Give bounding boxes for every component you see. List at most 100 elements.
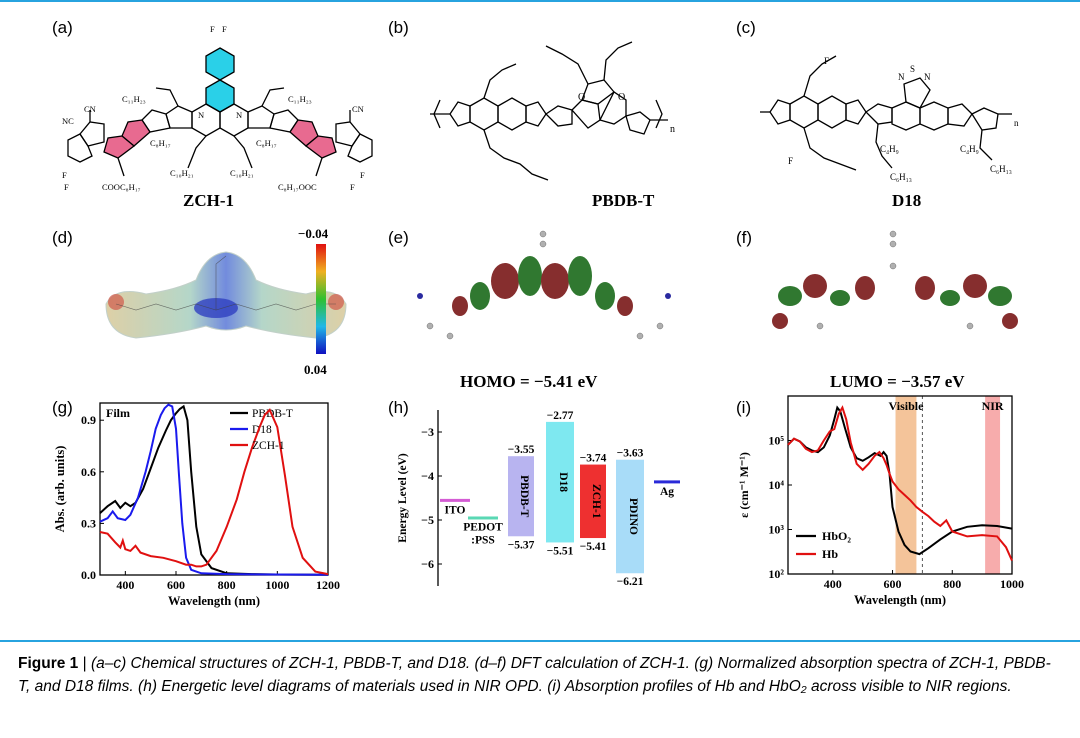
level-top-value: −3.55 (508, 444, 535, 456)
caption-rule (0, 640, 1080, 642)
pbdbt-structure: O O n (430, 41, 675, 181)
esp-surface (105, 251, 347, 339)
series-line-ZCH-1 (99, 408, 329, 576)
legend-label: Hb (822, 547, 838, 561)
caption-text: (a–c) Chemical structures of ZCH-1, PBDB… (18, 655, 1051, 695)
svg-text:C₈H₁₇OOC: C₈H₁₇OOC (278, 182, 317, 192)
level-PEDOTPSS (468, 516, 498, 520)
legend-label: HbO₂ (822, 529, 851, 543)
y-tick-label: 0.6 (81, 465, 96, 479)
x-tick-label: 1000 (1000, 577, 1024, 591)
zch1-name: ZCH-1 (183, 191, 234, 210)
svg-text:F: F (350, 182, 355, 192)
level-name: :PSS (471, 535, 495, 547)
level-name: ITO (445, 505, 466, 517)
svg-text:C₄H₉: C₄H₉ (960, 144, 979, 154)
svg-text:N: N (198, 110, 204, 120)
panel-b-label: (b) (388, 18, 409, 37)
panel-i-label: (i) (736, 398, 752, 417)
svg-text:C₁₁H₂₃: C₁₁H₂₃ (288, 94, 312, 104)
level-bottom-value: −5.37 (508, 539, 535, 551)
svg-text:CN: CN (352, 104, 364, 114)
svg-text:F: F (64, 182, 69, 192)
y-tick-label: −3 (421, 425, 434, 439)
pbdbt-name: PBDB-T (592, 191, 655, 210)
svg-text:C₁₀H₂₁: C₁₀H₂₁ (230, 168, 254, 178)
level-name: PEDOT (463, 522, 503, 534)
svg-text:F: F (62, 170, 67, 180)
y-tick-label: 10⁴ (768, 478, 784, 492)
homo-label: HOMO = −5.41 eV (460, 372, 598, 391)
svg-text:C₁₀H₂₁: C₁₀H₂₁ (170, 168, 194, 178)
series-line-1 (787, 405, 1013, 562)
colorbar (316, 244, 326, 354)
top-rule (0, 0, 1080, 2)
svg-text:n: n (1014, 118, 1019, 128)
plot-frame (99, 402, 329, 576)
level-name: Ag (660, 486, 674, 498)
svg-text:n: n (670, 124, 675, 135)
svg-text:C₆H₁₃: C₆H₁₃ (990, 164, 1012, 174)
level-top-value: −3.74 (580, 453, 607, 465)
svg-text:F: F (222, 24, 227, 34)
y-tick-label: 0.0 (81, 568, 96, 582)
y-tick-label: 10² (768, 567, 784, 581)
x-tick-label: 600 (167, 578, 185, 592)
level-ITO (440, 498, 470, 502)
legend-label: D18 (252, 424, 272, 436)
x-axis-label: Wavelength (nm) (854, 593, 946, 607)
svg-text:C₄H₉: C₄H₉ (880, 144, 899, 154)
level-Ag (654, 480, 680, 484)
d18-structure: SN N F F C₄H₉ C₆H₁₃ C₄H₉ C₆H₁₃ n (760, 55, 1019, 182)
band-Visible (895, 396, 917, 574)
chart-title: Film (106, 406, 130, 420)
figure-caption: Figure 1 | (a–c) Chemical structures of … (18, 652, 1062, 698)
svg-text:F: F (210, 24, 215, 34)
level-box-ZCH-1 (580, 464, 606, 539)
x-tick-label: 800 (218, 578, 236, 592)
colorbar-bottom-label: 0.04 (304, 362, 327, 377)
svg-text:C₈H₁₇: C₈H₁₇ (256, 138, 277, 148)
level-name: D18 (557, 472, 569, 492)
svg-text:O: O (578, 92, 585, 103)
y-tick-label: −6 (421, 557, 434, 571)
panel-f-label: (f) (736, 228, 753, 247)
d18-name: D18 (892, 191, 922, 210)
series-line-0 (787, 405, 1013, 556)
x-tick-label: 600 (884, 577, 902, 591)
svg-text:COOC₈H₁₇: COOC₈H₁₇ (102, 182, 141, 192)
lumo-label: LUMO = −3.57 eV (830, 372, 965, 391)
x-tick-label: 400 (824, 577, 842, 591)
x-axis-label: Wavelength (nm) (168, 594, 260, 608)
x-tick-label: 800 (943, 577, 961, 591)
level-name: PBDB-T (518, 475, 530, 518)
y-tick-label: 10³ (768, 523, 784, 537)
lumo-orbital (772, 230, 1018, 330)
y-axis-label: Energy Level (eV) (397, 453, 409, 543)
homo-orbital (417, 230, 671, 340)
band-label: Visible (889, 399, 925, 413)
level-box-D18 (546, 421, 574, 543)
level-box-PBDB-T (508, 456, 534, 537)
svg-text:N: N (898, 72, 905, 82)
level-top-value: −3.63 (617, 448, 644, 460)
svg-text:C₁₁H₂₃: C₁₁H₂₃ (122, 94, 146, 104)
absorption-chart: 400 600 800 1000 1200 0.0 0.3 0.6 0.9 Wavelength … (53, 402, 340, 608)
panel-a-label: (a) (52, 18, 73, 37)
panel-h-label: (h) (388, 398, 409, 417)
caption-separator: | (78, 655, 91, 672)
figure-label: Figure 1 (18, 655, 79, 672)
level-name: ZCH-1 (590, 484, 602, 519)
series-line-PBDB-T (99, 404, 329, 576)
svg-text:CN: CN (84, 104, 96, 114)
svg-text:N: N (924, 72, 931, 82)
svg-text:F: F (824, 56, 829, 66)
svg-text:O: O (618, 92, 625, 103)
svg-text:C₈H₁₇: C₈H₁₇ (150, 138, 171, 148)
y-tick-label: 0.9 (81, 413, 96, 427)
series-line-D18 (99, 403, 329, 576)
panel-d-label: (d) (52, 228, 73, 247)
esp-map (105, 244, 347, 354)
svg-text:NC: NC (62, 116, 74, 126)
